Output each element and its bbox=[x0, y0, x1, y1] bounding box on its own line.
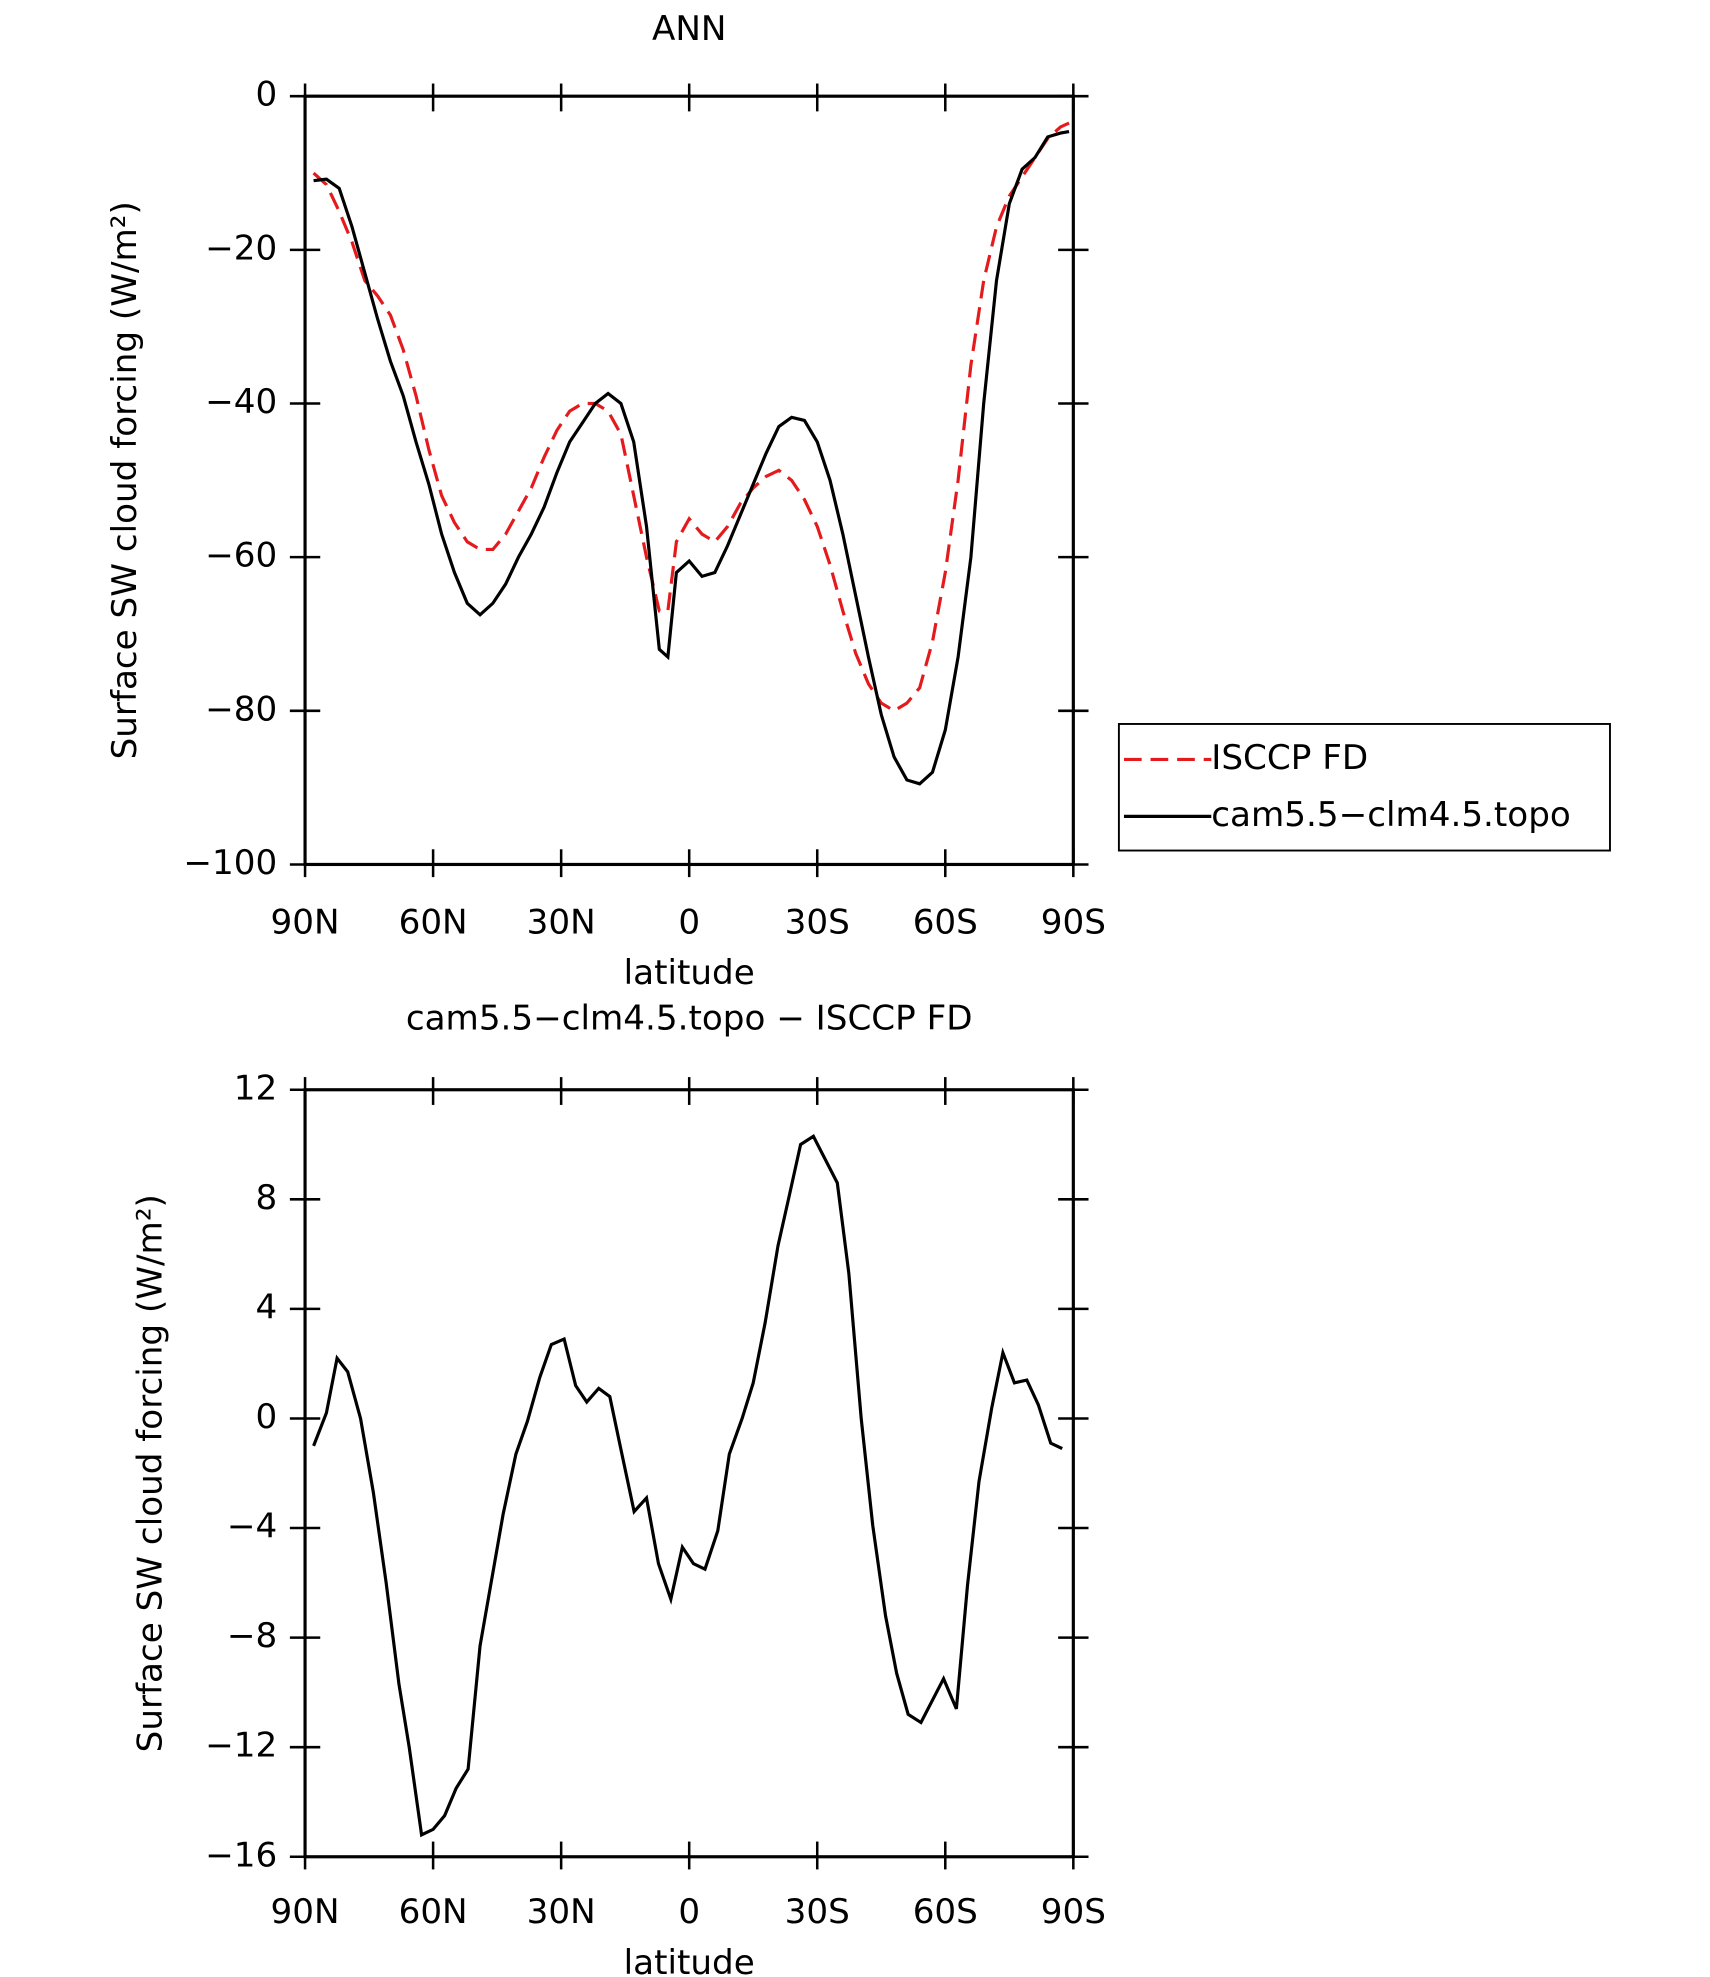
y-tick-label: 0 bbox=[255, 1397, 277, 1437]
y-tick-label: 0 bbox=[255, 75, 277, 115]
x-tick-label: 30S bbox=[785, 902, 850, 942]
x-tick-label: 60S bbox=[913, 1892, 978, 1932]
y-tick-label: 4 bbox=[255, 1287, 277, 1327]
x-tick-label: 0 bbox=[678, 1892, 700, 1932]
y-tick-label: −80 bbox=[205, 689, 277, 729]
y-axis-label: Surface SW cloud forcing (W/m²) bbox=[105, 201, 145, 759]
y-tick-label: −16 bbox=[205, 1835, 277, 1875]
y-tick-label: −100 bbox=[183, 843, 277, 883]
x-axis-label: latitude bbox=[624, 953, 755, 993]
plot-frame bbox=[303, 1088, 1075, 1859]
y-tick-label: −20 bbox=[205, 228, 277, 268]
legend-box bbox=[1117, 723, 1611, 852]
x-tick-label: 90S bbox=[1041, 1892, 1106, 1932]
legend-label: cam5.5−clm4.5.topo bbox=[1211, 795, 1571, 835]
data-line bbox=[313, 129, 1070, 786]
y-axis-label: Surface SW cloud forcing (W/m²) bbox=[130, 1194, 170, 1752]
x-tick-label: 60N bbox=[399, 902, 468, 942]
x-tick-label: 30S bbox=[785, 1892, 850, 1932]
y-tick-label: −12 bbox=[205, 1726, 277, 1766]
y-tick-label: −40 bbox=[205, 382, 277, 422]
chart-title: cam5.5−clm4.5.topo − ISCCP FD bbox=[406, 999, 973, 1039]
y-tick-label: 12 bbox=[234, 1068, 277, 1108]
x-tick-label: 90S bbox=[1041, 902, 1106, 942]
data-line bbox=[312, 1134, 1063, 1838]
legend-label: ISCCP FD bbox=[1211, 738, 1368, 778]
data-line bbox=[312, 121, 1070, 713]
x-tick-label: 90N bbox=[271, 1892, 340, 1932]
x-tick-label: 60S bbox=[913, 902, 978, 942]
x-tick-label: 0 bbox=[678, 902, 700, 942]
x-tick-label: 30N bbox=[527, 902, 596, 942]
y-tick-label: 8 bbox=[255, 1178, 277, 1218]
y-tick-label: −60 bbox=[205, 536, 277, 576]
chart-title: ANN bbox=[652, 9, 726, 49]
x-tick-label: 60N bbox=[399, 1892, 468, 1932]
y-tick-label: −4 bbox=[227, 1507, 277, 1547]
x-tick-label: 30N bbox=[527, 1892, 596, 1932]
x-tick-label: 90N bbox=[271, 902, 340, 942]
y-tick-label: −8 bbox=[227, 1616, 277, 1656]
x-axis-label: latitude bbox=[624, 1943, 755, 1977]
